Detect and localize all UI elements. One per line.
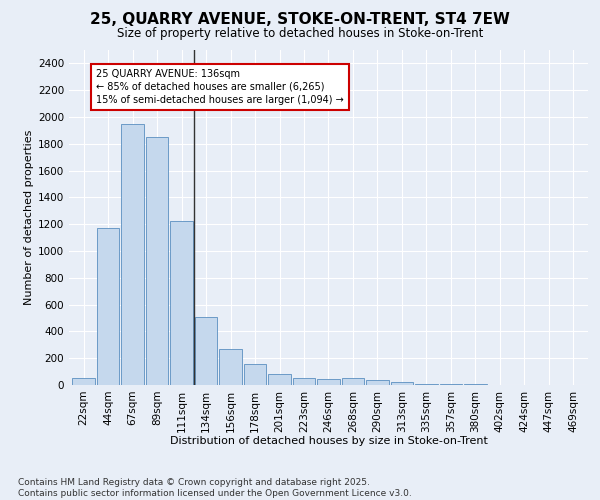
Bar <box>293 378 315 385</box>
Text: 25 QUARRY AVENUE: 136sqm
← 85% of detached houses are smaller (6,265)
15% of sem: 25 QUARRY AVENUE: 136sqm ← 85% of detach… <box>96 69 344 105</box>
Text: 25, QUARRY AVENUE, STOKE-ON-TRENT, ST4 7EW: 25, QUARRY AVENUE, STOKE-ON-TRENT, ST4 7… <box>90 12 510 28</box>
Bar <box>146 137 169 385</box>
Bar <box>195 316 217 385</box>
Bar <box>170 221 193 385</box>
Bar <box>73 378 95 385</box>
Bar <box>391 382 413 385</box>
Bar <box>440 384 462 385</box>
X-axis label: Distribution of detached houses by size in Stoke-on-Trent: Distribution of detached houses by size … <box>170 436 487 446</box>
Bar <box>464 384 487 385</box>
Bar <box>342 378 364 385</box>
Text: Contains HM Land Registry data © Crown copyright and database right 2025.
Contai: Contains HM Land Registry data © Crown c… <box>18 478 412 498</box>
Y-axis label: Number of detached properties: Number of detached properties <box>24 130 34 305</box>
Bar <box>415 384 437 385</box>
Bar <box>268 374 291 385</box>
Bar <box>317 379 340 385</box>
Text: Size of property relative to detached houses in Stoke-on-Trent: Size of property relative to detached ho… <box>117 28 483 40</box>
Bar <box>97 228 119 385</box>
Bar <box>366 380 389 385</box>
Bar <box>244 364 266 385</box>
Bar <box>220 350 242 385</box>
Bar <box>121 124 144 385</box>
